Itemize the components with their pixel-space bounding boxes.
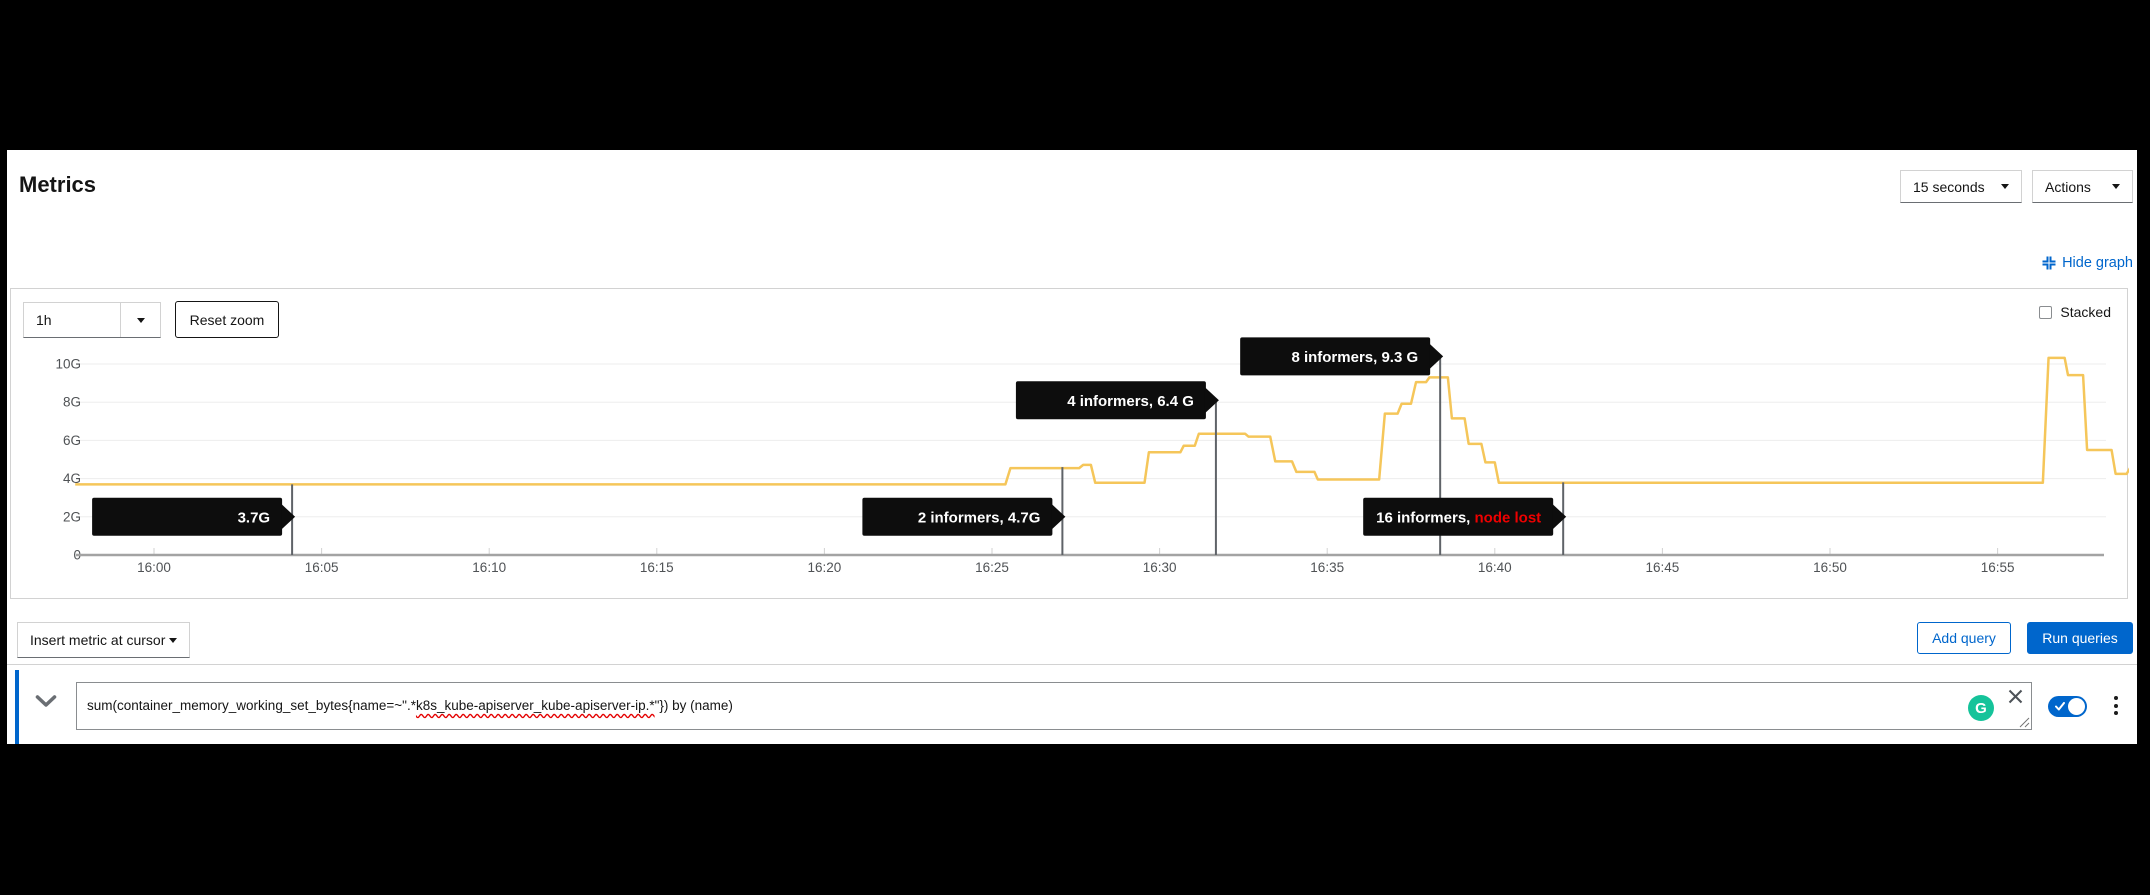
- caret-down-icon: [169, 637, 177, 643]
- annotation-tooltip: [862, 497, 1053, 536]
- annotation-label: 8 informers, 9.3 G: [1291, 349, 1418, 366]
- x-axis-label: 16:25: [975, 560, 1009, 575]
- chevron-down-icon: [35, 695, 57, 707]
- x-axis-label: 16:40: [1478, 560, 1512, 575]
- annotation-tooltip-arrow: [1204, 387, 1219, 414]
- series-line: [75, 356, 2129, 486]
- caret-down-icon: [136, 317, 145, 323]
- query-expression-input[interactable]: sum(container_memory_working_set_bytes{n…: [76, 682, 2032, 730]
- x-axis-label: 16:55: [1981, 560, 2015, 575]
- annotation-tooltip: [1240, 337, 1431, 376]
- toggle-knob: [2068, 698, 2085, 715]
- add-query-button[interactable]: Add query: [1917, 622, 2011, 654]
- annotation-tooltip-arrow: [1051, 503, 1066, 530]
- y-axis-label: 6G: [63, 433, 81, 448]
- x-axis-label: 16:10: [472, 560, 506, 575]
- refresh-interval-value: 15 seconds: [1913, 178, 1985, 195]
- x-axis-label: 16:45: [1646, 560, 1680, 575]
- x-axis-label: 16:00: [137, 560, 171, 575]
- y-axis-label: 2G: [63, 509, 81, 524]
- refresh-interval-select[interactable]: 15 seconds: [1900, 170, 2022, 203]
- annotation-label: 2 informers, 4.7G: [918, 509, 1041, 526]
- grammarly-icon[interactable]: G: [1968, 695, 1994, 721]
- actions-dropdown[interactable]: Actions: [2032, 170, 2133, 203]
- x-axis-label: 16:20: [808, 560, 842, 575]
- run-queries-button[interactable]: Run queries: [2027, 622, 2133, 654]
- y-axis-label: 4G: [63, 471, 81, 486]
- annotation-label: 4 informers, 6.4 G: [1067, 393, 1194, 410]
- close-icon: [2008, 689, 2023, 704]
- annotation-label: 3.7G: [238, 509, 271, 526]
- hide-graph-link[interactable]: Hide graph: [2042, 255, 2133, 271]
- caret-down-icon: [2001, 184, 2009, 189]
- time-span-select[interactable]: 1h: [23, 302, 161, 338]
- stacked-checkbox[interactable]: [2039, 305, 2053, 319]
- divider: [7, 664, 2137, 665]
- query-text-prefix: sum(container_memory_working_set_bytes{n…: [87, 698, 416, 713]
- x-axis-label: 16:35: [1310, 560, 1344, 575]
- collapse-query-button[interactable]: [35, 695, 57, 713]
- actions-label: Actions: [2045, 178, 2091, 195]
- annotation-tooltip-arrow: [1429, 343, 1444, 370]
- compress-icon: [2042, 256, 2056, 270]
- check-icon: [2055, 702, 2065, 711]
- graph-card: 02G4G6G8G10G16:0016:0516:1016:1516:2016:…: [10, 288, 2129, 600]
- x-axis-label: 16:15: [640, 560, 674, 575]
- delete-query-button[interactable]: [2007, 688, 2024, 710]
- annotation-tooltip: [1363, 497, 1554, 536]
- insert-metric-label: Insert metric at cursor: [30, 632, 166, 648]
- annotation-tooltip-arrow: [281, 503, 296, 530]
- stacked-label: Stacked: [2060, 304, 2111, 320]
- annotation-tooltip-arrow: [1552, 503, 1567, 530]
- hide-graph-label: Hide graph: [2062, 255, 2133, 271]
- x-axis-label: 16:50: [1813, 560, 1847, 575]
- caret-down-icon: [2112, 184, 2120, 189]
- textarea-resize-handle[interactable]: [2017, 715, 2030, 733]
- insert-metric-select[interactable]: Insert metric at cursor: [17, 622, 190, 658]
- reset-zoom-button[interactable]: Reset zoom: [175, 301, 279, 338]
- annotation-tooltip: [1015, 381, 1206, 420]
- query-enabled-toggle[interactable]: [2048, 696, 2087, 717]
- x-axis-label: 16:30: [1143, 560, 1177, 575]
- query-text-suffix: "}) by (name): [654, 698, 733, 713]
- query-kebab-menu[interactable]: [2110, 694, 2122, 717]
- page-title: Metrics: [19, 172, 97, 197]
- query-text-flagged: k8s_kube-apiserver_kube-apiserver-ip.*: [415, 698, 655, 713]
- annotation-label: 16 informers, node lost: [1376, 509, 1541, 526]
- y-axis-label: 10G: [55, 357, 81, 372]
- stacked-control: Stacked: [2039, 304, 2111, 320]
- x-axis-label: 16:05: [305, 560, 339, 575]
- annotation-tooltip: [92, 497, 283, 536]
- time-span-value: 1h: [36, 312, 52, 328]
- query-accent-bar: [15, 670, 19, 744]
- metrics-chart[interactable]: 02G4G6G8G10G16:0016:0516:1016:1516:2016:…: [11, 289, 2129, 600]
- metrics-page: Metrics 15 seconds Actions Hide graph 02…: [7, 150, 2137, 744]
- y-axis-label: 8G: [63, 395, 81, 410]
